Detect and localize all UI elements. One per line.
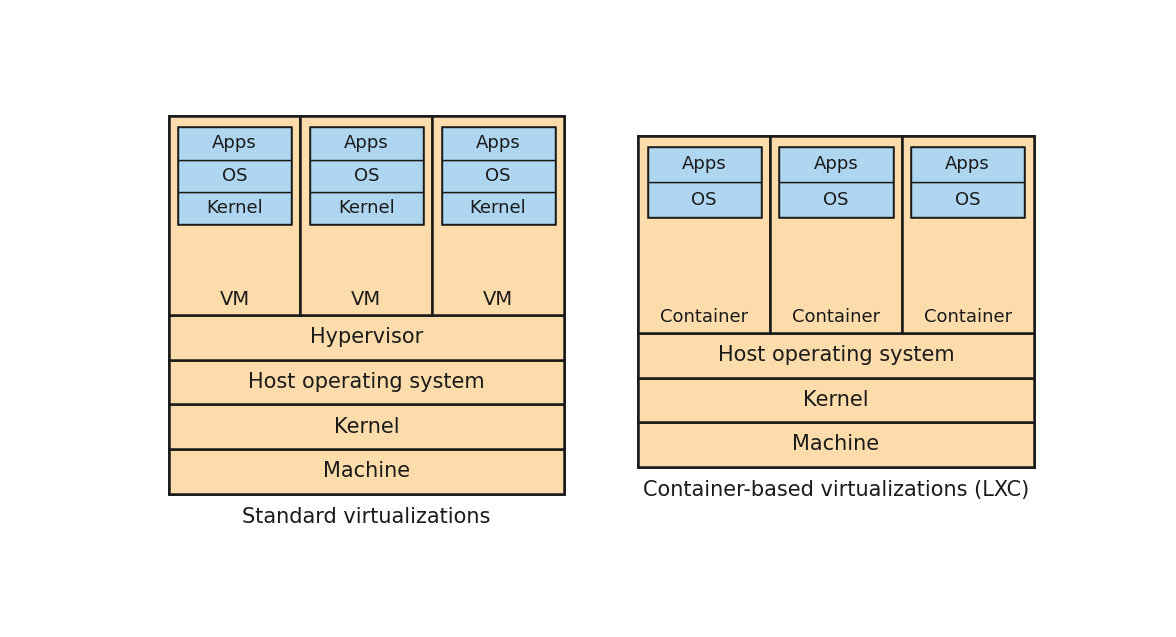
Text: Container: Container	[791, 308, 880, 326]
Text: Host operating system: Host operating system	[717, 345, 954, 365]
Text: Kernel: Kernel	[206, 199, 263, 217]
Text: Host operating system: Host operating system	[248, 372, 485, 392]
Text: Hypervisor: Hypervisor	[309, 327, 423, 347]
FancyBboxPatch shape	[780, 182, 893, 217]
Text: Machine: Machine	[793, 434, 880, 455]
Text: VM: VM	[483, 290, 513, 309]
Text: Apps: Apps	[476, 134, 521, 152]
Text: OS: OS	[222, 167, 247, 185]
Text: Apps: Apps	[212, 134, 256, 152]
FancyBboxPatch shape	[168, 315, 564, 360]
FancyBboxPatch shape	[911, 147, 1024, 217]
FancyBboxPatch shape	[178, 192, 292, 224]
FancyBboxPatch shape	[441, 160, 555, 192]
Text: OS: OS	[691, 190, 717, 209]
FancyBboxPatch shape	[178, 160, 292, 192]
FancyBboxPatch shape	[648, 182, 761, 217]
Text: OS: OS	[354, 167, 379, 185]
FancyBboxPatch shape	[178, 127, 292, 224]
FancyBboxPatch shape	[911, 147, 1024, 182]
Text: Apps: Apps	[343, 134, 389, 152]
FancyBboxPatch shape	[309, 127, 423, 224]
FancyBboxPatch shape	[780, 147, 893, 217]
FancyBboxPatch shape	[309, 192, 423, 224]
Text: Apps: Apps	[682, 155, 727, 173]
FancyBboxPatch shape	[780, 147, 893, 182]
FancyBboxPatch shape	[639, 422, 1034, 467]
Text: Kernel: Kernel	[469, 199, 527, 217]
Text: Kernel: Kernel	[334, 417, 399, 437]
FancyBboxPatch shape	[168, 360, 564, 404]
FancyBboxPatch shape	[911, 182, 1024, 217]
Text: VM: VM	[352, 290, 381, 309]
FancyBboxPatch shape	[639, 136, 1034, 467]
FancyBboxPatch shape	[639, 378, 1034, 422]
Text: OS: OS	[823, 190, 849, 209]
Text: Apps: Apps	[946, 155, 990, 173]
FancyBboxPatch shape	[168, 117, 300, 315]
Text: VM: VM	[220, 290, 249, 309]
FancyBboxPatch shape	[648, 147, 761, 182]
Text: Kernel: Kernel	[803, 390, 869, 410]
FancyBboxPatch shape	[639, 136, 770, 333]
Text: Apps: Apps	[814, 155, 858, 173]
FancyBboxPatch shape	[639, 333, 1034, 378]
FancyBboxPatch shape	[309, 160, 423, 192]
FancyBboxPatch shape	[441, 127, 555, 224]
Text: Machine: Machine	[322, 461, 410, 482]
Text: Container: Container	[923, 308, 1011, 326]
FancyBboxPatch shape	[168, 449, 564, 494]
FancyBboxPatch shape	[433, 117, 564, 315]
FancyBboxPatch shape	[648, 147, 761, 217]
FancyBboxPatch shape	[441, 127, 555, 160]
FancyBboxPatch shape	[168, 117, 564, 494]
FancyBboxPatch shape	[770, 136, 902, 333]
FancyBboxPatch shape	[168, 404, 564, 449]
FancyBboxPatch shape	[441, 192, 555, 224]
Text: Standard virtualizations: Standard virtualizations	[242, 507, 490, 527]
Text: Container: Container	[660, 308, 748, 326]
Text: Container-based virtualizations (LXC): Container-based virtualizations (LXC)	[643, 480, 1029, 500]
FancyBboxPatch shape	[309, 127, 423, 160]
FancyBboxPatch shape	[902, 136, 1034, 333]
Text: OS: OS	[955, 190, 981, 209]
Text: Kernel: Kernel	[338, 199, 395, 217]
FancyBboxPatch shape	[178, 127, 292, 160]
Text: OS: OS	[486, 167, 510, 185]
FancyBboxPatch shape	[300, 117, 433, 315]
